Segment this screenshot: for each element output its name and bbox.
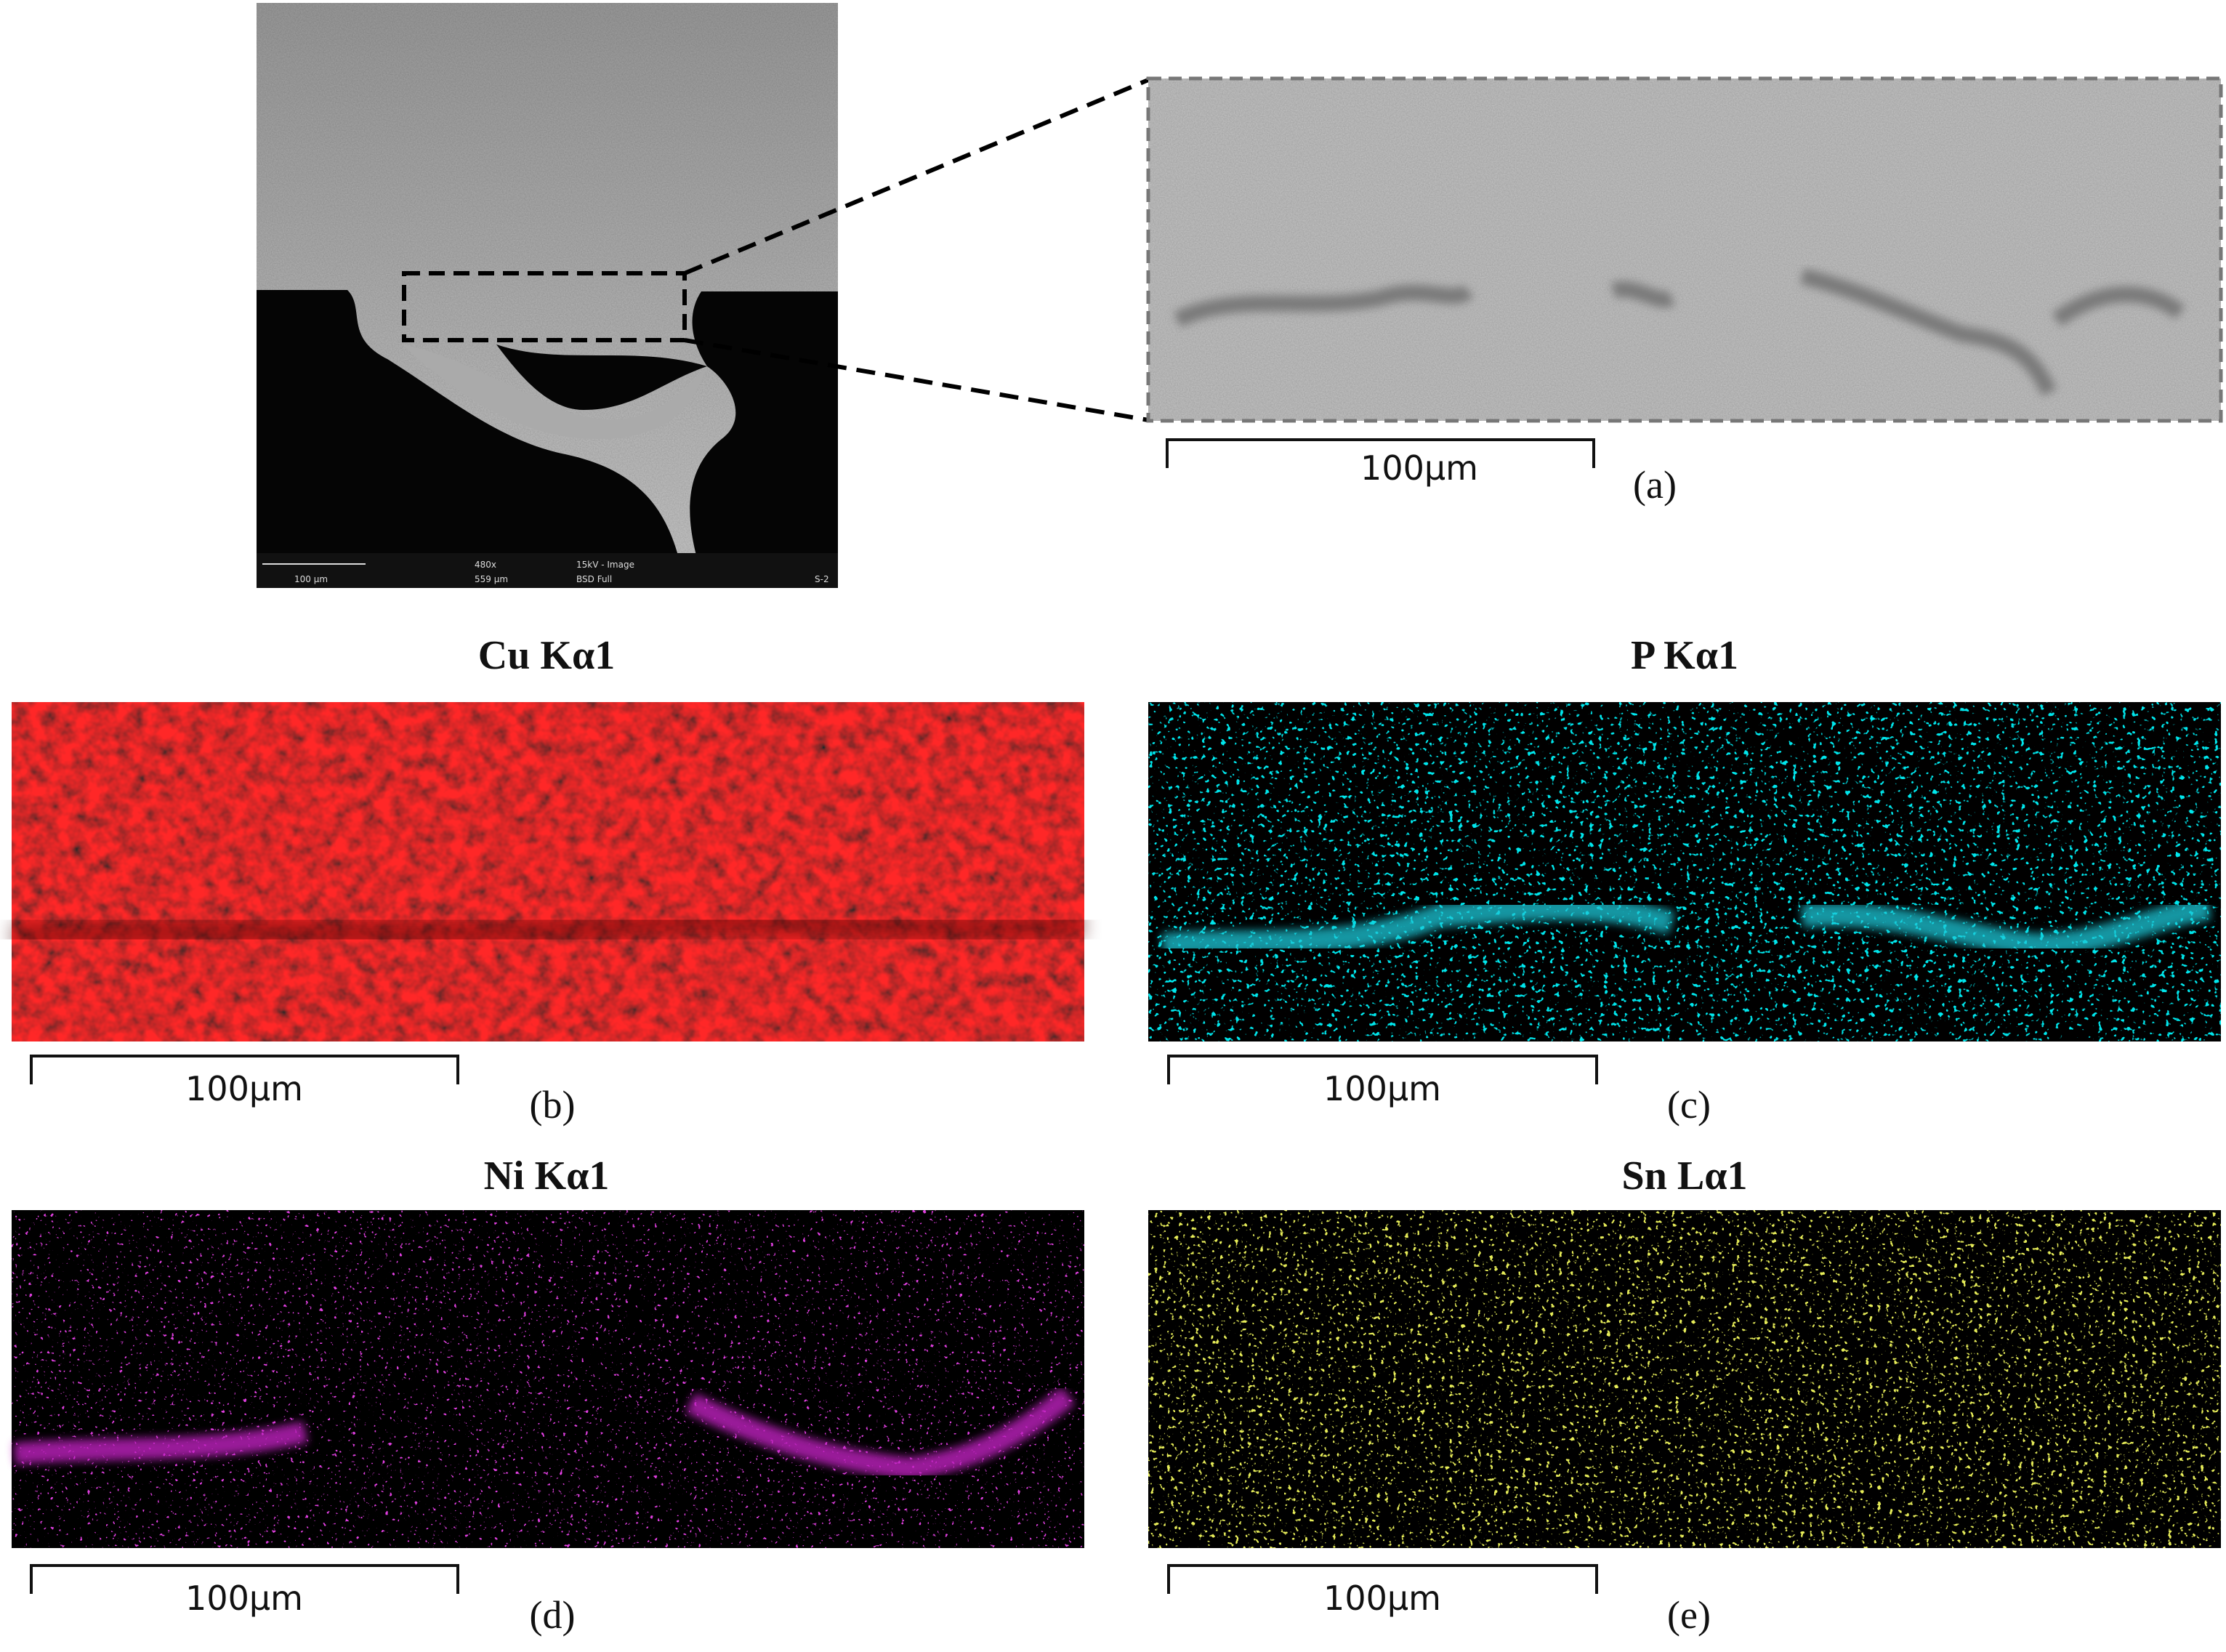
sem-footer-text: S-2 [815,574,829,584]
zoom-line [684,338,1149,422]
map-cu [10,702,1086,1041]
scale-bar [1166,438,1595,468]
scale-bar-text: 100µm [185,1069,303,1108]
scale-bar [30,1055,459,1084]
sem-footer-text: BSD Full [576,574,612,584]
sem-footer-text: 480x [475,560,496,570]
sem-image: 100 µm 480x 559 µm 15kV - Image BSD Full… [257,3,838,588]
map-p [1148,702,2221,1041]
map-title: Cu Kα1 [478,633,615,678]
scale-bar-text: 100µm [185,1579,303,1618]
sem-footer-text: 15kV - Image [576,560,634,570]
scale-bar [1167,1564,1598,1594]
map-title: Sn Lα1 [1622,1153,1748,1198]
scale-bar [30,1564,459,1594]
panel-label: (a) [1633,463,1677,507]
sem-footer-text: 559 µm [475,574,508,584]
panel-label: (c) [1667,1083,1711,1127]
panel-label: (e) [1667,1593,1711,1637]
scale-bar-text: 100µm [1323,1579,1441,1618]
scale-bar-text: 100µm [1360,448,1478,488]
map-title: P Kα1 [1631,633,1738,678]
panel-label: (d) [530,1593,576,1637]
scale-bar-text: 100µm [1323,1069,1441,1108]
panel-label: (b) [530,1083,576,1127]
map-sn [1148,1210,2221,1548]
map-ni [12,1210,1084,1548]
zoom-image [1146,76,2223,423]
scale-bar [1167,1055,1598,1084]
zoom-line [683,78,1150,275]
sem-footer-text: 100 µm [294,574,328,584]
map-title: Ni Kα1 [484,1153,610,1198]
